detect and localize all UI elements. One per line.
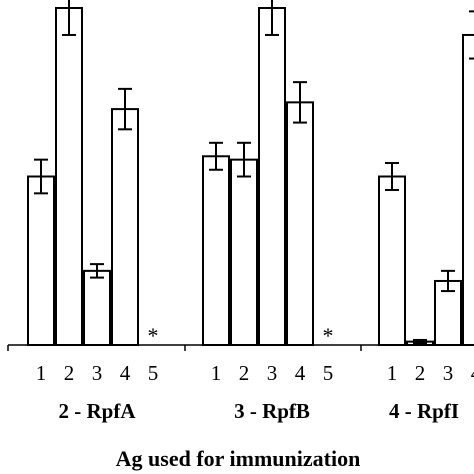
group-label-3: 4 - RpfI [389, 399, 459, 423]
tick-label-g3-3: 3 [443, 361, 454, 385]
tick-label-g2-2: 2 [239, 361, 250, 385]
tick-label-g1-1: 1 [36, 361, 47, 385]
tick-label-g1-5: 5 [148, 361, 159, 385]
bar-g2-2 [230, 158, 258, 346]
tick-label-g1-3: 3 [92, 361, 103, 385]
bar-g3-4 [462, 33, 474, 347]
tick-label-g3-1: 1 [387, 361, 398, 385]
tick-label-g1-2: 2 [64, 361, 75, 385]
bar-g1-4 [111, 108, 139, 346]
group-label-2: 3 - RpfB [234, 399, 310, 423]
tick-label-g2-3: 3 [267, 361, 278, 385]
bar-g2-1 [202, 155, 230, 346]
tick-label-g2-4: 4 [295, 361, 306, 385]
bar-g3-3 [434, 279, 462, 346]
tick-label-g3-4: 4 [471, 361, 474, 385]
bar-g1-2 [55, 7, 83, 346]
bar-g3-1 [378, 175, 406, 346]
bar-g2-4 [286, 101, 314, 346]
tick-label-g2-1: 1 [211, 361, 222, 385]
bars-layer [27, 0, 474, 347]
marker-g1-5: * [148, 323, 159, 348]
tick-label-g1-4: 4 [120, 361, 131, 385]
tick-label-g2-5: 5 [323, 361, 334, 385]
bar-g1-1 [27, 175, 55, 346]
group-label-1: 2 - RpfA [59, 399, 137, 423]
marker-g2-5: * [323, 323, 334, 348]
bar-g2-3 [258, 7, 286, 346]
bar-g1-3 [83, 269, 111, 346]
tick-label-g3-2: 2 [415, 361, 426, 385]
x-axis-title: Ag used for immunization [116, 446, 361, 471]
